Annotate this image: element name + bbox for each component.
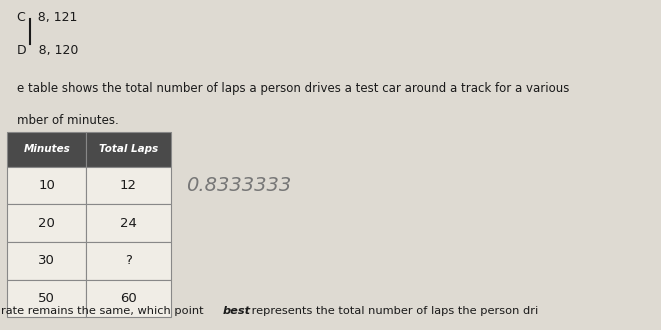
Text: Minutes: Minutes [23,145,70,154]
Text: 30: 30 [38,254,56,267]
Text: 12: 12 [120,179,137,192]
FancyBboxPatch shape [86,167,171,204]
Text: Total Laps: Total Laps [99,145,158,154]
FancyBboxPatch shape [7,242,86,280]
Text: D   8, 120: D 8, 120 [17,44,78,57]
FancyBboxPatch shape [86,132,171,167]
Text: 10: 10 [38,179,56,192]
Text: 20: 20 [38,216,56,230]
Text: C   8, 121: C 8, 121 [17,11,77,24]
FancyBboxPatch shape [7,204,86,242]
Text: 0.8333333: 0.8333333 [186,176,292,195]
Text: best: best [222,306,251,315]
FancyBboxPatch shape [86,204,171,242]
FancyBboxPatch shape [7,132,86,167]
Text: e table shows the total number of laps a person drives a test car around a track: e table shows the total number of laps a… [17,82,569,95]
Text: 60: 60 [120,292,137,305]
FancyBboxPatch shape [86,280,171,317]
Text: 24: 24 [120,216,137,230]
Text: ?: ? [125,254,132,267]
Text: rate remains the same, which point: rate remains the same, which point [1,306,208,315]
FancyBboxPatch shape [7,167,86,204]
FancyBboxPatch shape [86,242,171,280]
FancyBboxPatch shape [7,280,86,317]
Text: mber of minutes.: mber of minutes. [17,114,118,127]
Text: represents the total number of laps the person dri: represents the total number of laps the … [248,306,538,315]
Text: 50: 50 [38,292,56,305]
